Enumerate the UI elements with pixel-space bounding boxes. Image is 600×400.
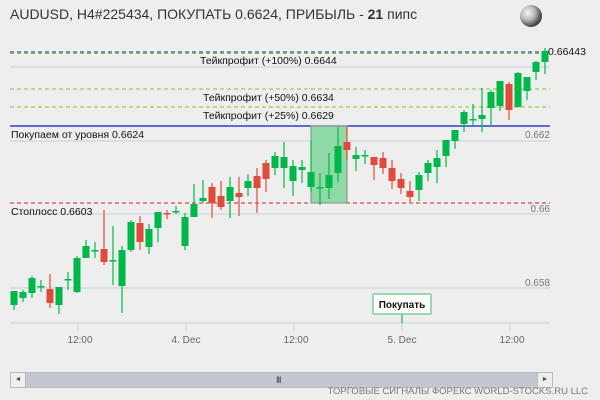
stoploss-label: Стоплосс 0.6603 (11, 206, 93, 218)
title-suffix: пипс (383, 6, 418, 22)
x-ticks (77, 323, 511, 331)
bull-candle (244, 181, 252, 188)
bear-candle (235, 193, 243, 197)
bull-candle (109, 260, 117, 262)
bull-candle (451, 130, 459, 141)
bull-candle (307, 172, 315, 187)
y-tick-label: 0.662 (525, 130, 550, 141)
bull-candle (181, 217, 189, 246)
current-price-label: 0.66443 (548, 46, 586, 58)
bull-candle (487, 92, 495, 108)
bear-candle (217, 196, 225, 207)
bull-candle (478, 115, 486, 119)
scroll-left-button[interactable]: ◄ (11, 373, 26, 387)
bull-candle (352, 155, 360, 159)
bull-candle (298, 167, 306, 170)
bull-candle (154, 212, 162, 228)
bull-candle (433, 158, 441, 167)
bull-candle (64, 279, 72, 281)
tp25-label: Тейкпрофит (+25%) 0.6629 (203, 110, 334, 122)
bull-candle (172, 211, 180, 213)
bear-candle (397, 179, 405, 188)
bull-candle (541, 51, 549, 62)
bull-candle (280, 157, 288, 168)
chart-title: AUDUSD, H4#225434, ПОКУПАТЬ 0.6624, ПРИБ… (10, 6, 417, 22)
bull-candle (145, 229, 153, 247)
candles (10, 48, 549, 314)
tp50-label: Тейкпрофит (+50%) 0.6634 (203, 92, 334, 104)
bull-candle (496, 81, 504, 106)
bear-candle (388, 168, 396, 181)
bear-candle (343, 142, 351, 150)
bull-candle (460, 112, 468, 124)
bull-candle (190, 204, 198, 217)
bull-candle (10, 291, 18, 305)
title-prefix: AUDUSD, H4#225434, ПОКУПАТЬ 0.6624, ПРИБ… (10, 6, 368, 22)
bear-candle (253, 176, 261, 188)
scroll-right-button[interactable]: ► (537, 373, 552, 387)
bull-candle (469, 119, 477, 121)
buy-flag[interactable] (372, 293, 432, 315)
y-tick-labels: 0.662 0.66 0.658 (525, 130, 550, 289)
bull-candle (118, 250, 126, 286)
x-tick-label: 4. Dec (172, 335, 201, 346)
bull-candle (316, 187, 324, 189)
bear-candle (370, 157, 378, 165)
bull-candle (82, 246, 90, 258)
bull-candle (532, 62, 540, 72)
bear-candle (505, 84, 513, 110)
bull-candle (361, 155, 369, 157)
entry-label: Покупаем от уровня 0.6624 (11, 129, 144, 141)
footer-credit: ТОРГОВЫЕ СИГНАЛЫ ФОРЕКС WORLD-STOCKS.RU … (327, 386, 588, 397)
bull-candle (442, 140, 450, 156)
bull-candle (199, 198, 207, 201)
bull-candle (19, 292, 27, 298)
globe-icon[interactable] (520, 5, 542, 27)
bull-candle (37, 286, 45, 288)
chart-scrollbar[interactable]: ◄ III ► (10, 372, 553, 388)
tp100-label: Тейкпрофит (+100%) 0.6644 (200, 55, 337, 67)
bull-candle (514, 73, 522, 107)
bull-candle (415, 175, 423, 190)
bear-candle (46, 289, 54, 303)
bear-candle (379, 158, 387, 168)
x-tick-label: 12:00 (499, 335, 524, 346)
profit-value: 21 (367, 6, 384, 22)
bull-candle (73, 258, 81, 292)
bull-candle (334, 146, 342, 173)
bull-candle (523, 77, 531, 91)
bull-candle (424, 163, 432, 173)
bull-candle (271, 156, 279, 168)
bull-candle (28, 278, 36, 293)
buy-flag-label: Покупать (379, 300, 426, 311)
bull-candle (127, 222, 135, 250)
bear-candle (136, 223, 144, 242)
bull-candle (325, 175, 333, 188)
x-tick-label: 12:00 (67, 335, 92, 346)
bull-candle (91, 250, 99, 252)
bear-candle (406, 191, 414, 197)
scroll-grip[interactable]: III (276, 375, 281, 385)
x-tick-label: 5. Dec (388, 335, 417, 346)
x-tick-label: 12:00 (283, 335, 308, 346)
y-tick-label: 0.658 (525, 278, 550, 289)
x-tick-labels: 12:00 4. Dec 12:00 5. Dec 12:00 (67, 335, 524, 346)
bear-candle (163, 213, 171, 215)
bear-candle (100, 249, 108, 262)
bear-candle (262, 163, 270, 179)
level-labels: Тейкпрофит (+100%) 0.6644 Тейкпрофит (+5… (11, 46, 586, 218)
bear-candle (208, 187, 216, 203)
bull-candle (289, 166, 297, 181)
y-tick-label: 0.66 (531, 204, 551, 215)
bull-candle (226, 187, 234, 201)
candlestick-chart: 12:00 4. Dec 12:00 5. Dec 12:00 0.662 0.… (10, 46, 586, 346)
bull-candle (55, 287, 63, 305)
